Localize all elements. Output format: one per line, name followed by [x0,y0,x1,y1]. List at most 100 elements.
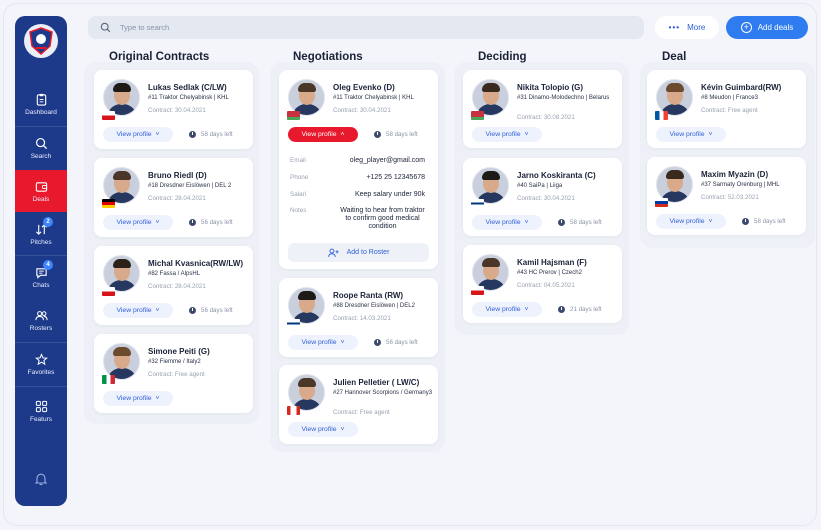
view-profile-button[interactable]: View profile ˄ [288,127,358,142]
days-left-label: 58 days left [201,131,233,138]
clock-icon [189,307,196,314]
view-profile-button[interactable]: View profile ˅ [103,391,173,406]
view-profile-button[interactable]: View profile ˅ [656,214,726,229]
search-icon [100,22,111,33]
player-card[interactable]: Julien Pelletier ( LW/C) #27 Hannover Sc… [279,365,438,444]
detail-value[interactable]: oleg_player@gmail.com [349,157,425,164]
sidebar-item-label: Search [30,152,52,160]
player-team: #88 Dresdner Eislöwen | DEL2 [333,303,415,309]
detail-label: Phone [290,174,309,181]
view-profile-button[interactable]: View profile ˅ [103,127,173,142]
flag-ru-icon [655,198,668,207]
view-profile-button[interactable]: View profile ˅ [288,335,358,350]
wallet-icon [35,181,47,192]
sidebar-item-rosters[interactable]: Rosters [15,299,67,341]
days-left-label: 56 days left [386,339,418,346]
chevron-down-icon: ˅ [524,306,529,313]
view-profile-button[interactable]: View profile ˅ [472,127,542,142]
column-title: Negotiations [293,51,363,63]
more-button[interactable]: ••• More [655,16,719,39]
player-name: Nikita Tolopio (G) [517,83,584,92]
star-icon [34,352,48,365]
clipboard-icon [36,93,46,106]
days-left-label: 58 days left [386,131,418,138]
flag-cz-icon [471,286,484,295]
sidebar-item-label: Deals [32,195,50,203]
player-contract: Contract: Free agent [701,107,758,114]
grid-icon [35,400,47,412]
sidebar-item-label: Favorites [27,368,55,376]
view-profile-button[interactable]: View profile ˅ [288,422,358,437]
player-card[interactable]: Jarno Koskiranta (C) #40 SaiPa | Liiga C… [463,158,622,236]
days-left: 21 days left [558,306,602,313]
flag-by-icon [287,111,300,120]
column-title: Deal [662,51,687,63]
flag-cz-icon [102,287,115,296]
player-contract: Contract: 30.04.2021 [517,195,575,202]
player-card-expanded[interactable]: Oleg Evenko (D) #11 Traktor Chelyabinsk … [279,70,438,269]
sidebar-item-favorites[interactable]: Favorites [15,343,67,385]
search-bar[interactable] [88,16,644,39]
notification-badge: 2 [43,217,53,227]
view-profile-label: View profile [669,218,705,225]
sidebar-item-label: Dashboard [25,108,57,116]
days-left: 56 days left [189,219,233,226]
view-profile-button[interactable]: View profile ˅ [656,127,726,142]
player-team: #18 Dresdner Eislöwen | DEL 2 [148,183,232,189]
player-card[interactable]: Kamil Hajsman (F) #43 HC Prerov | Czech2… [463,245,622,323]
player-name: Bruno Riedl (D) [148,171,207,180]
sidebar-item-pitches[interactable]: Pitches 2 [15,213,67,255]
player-name: Simone Peiti (G) [148,347,210,356]
column-title: Original Contracts [109,51,210,63]
player-team: #40 SaiPa | Liiga [517,183,563,189]
flag-it-icon [102,375,115,384]
player-card[interactable]: Lukas Sedlak (C/LW) #11 Traktor Chelyabi… [94,70,253,149]
users-icon [34,310,48,320]
player-card[interactable]: Bruno Riedl (D) #18 Dresdner Eislöwen | … [94,158,253,237]
avatar [472,79,509,116]
flag-by-icon [471,111,484,120]
avatar [103,343,140,380]
player-name: Kamil Hajsman (F) [517,258,587,267]
sidebar-item-chats[interactable]: Chats 4 [15,256,67,298]
sidebar-item-featurs[interactable]: Featurs [15,390,67,432]
sidebar-item-search[interactable]: Search [15,127,67,169]
sidebar-item-deals[interactable]: Deals [15,170,67,212]
avatar [288,79,325,116]
add-user-icon [327,248,339,257]
chevron-down-icon: ˅ [708,218,713,225]
player-card[interactable]: Kévin Guimbard(RW) #8 Meudon | France3 C… [647,70,806,148]
view-profile-button[interactable]: View profile ˅ [472,215,542,230]
player-card[interactable]: Nikita Tolopio (G) #31 Dinamo-Molodechno… [463,70,622,148]
avatar [656,166,693,203]
search-input[interactable] [120,23,520,32]
add-to-roster-button[interactable]: Add to Roster [288,243,429,262]
days-left: 58 days left [742,218,786,225]
player-card[interactable]: Michal Kvasnica(RW/LW) #82 Fassa / AlpsH… [94,246,253,325]
player-contract: Contract: 30.08.2021 [517,114,575,121]
plus-circle-icon: + [740,22,752,33]
flag-cz-icon [102,111,115,120]
avatar [288,374,325,411]
detail-value: Keep salary under 90k [354,191,425,198]
view-profile-button[interactable]: View profile ˅ [103,303,173,318]
player-card[interactable]: Simone Peiti (G) #32 Fiemme / Italy2 Con… [94,334,253,413]
more-dots-icon: ••• [668,23,681,32]
player-card[interactable]: Roope Ranta (RW) #88 Dresdner Eislöwen |… [279,278,438,357]
add-deals-button[interactable]: + Add deals [726,16,808,39]
bell-icon[interactable] [34,472,48,486]
player-name: Roope Ranta (RW) [333,291,404,300]
player-contract: Contract: Free agent [333,409,390,416]
player-contract: Contract: 14.03.2021 [333,315,391,322]
player-team: #31 Dinamo-Molodechno | Belarus [517,95,610,101]
detail-value[interactable]: +125 25 12345678 [366,174,425,181]
player-contract: Contract: 28.04.2021 [148,283,206,290]
player-team: #8 Meudon | France3 [701,95,758,101]
player-card[interactable]: Maxim Myazin (D) #37 Sarmaty Orenburg | … [647,157,806,235]
view-profile-button[interactable]: View profile ˅ [103,215,173,230]
chevron-down-icon: ˅ [524,131,529,138]
sidebar-item-dashboard[interactable]: Dashboard [15,83,67,125]
view-profile-button[interactable]: View profile ˅ [472,302,542,317]
player-name: Maxim Myazin (D) [701,170,769,179]
team-logo[interactable] [24,24,58,58]
